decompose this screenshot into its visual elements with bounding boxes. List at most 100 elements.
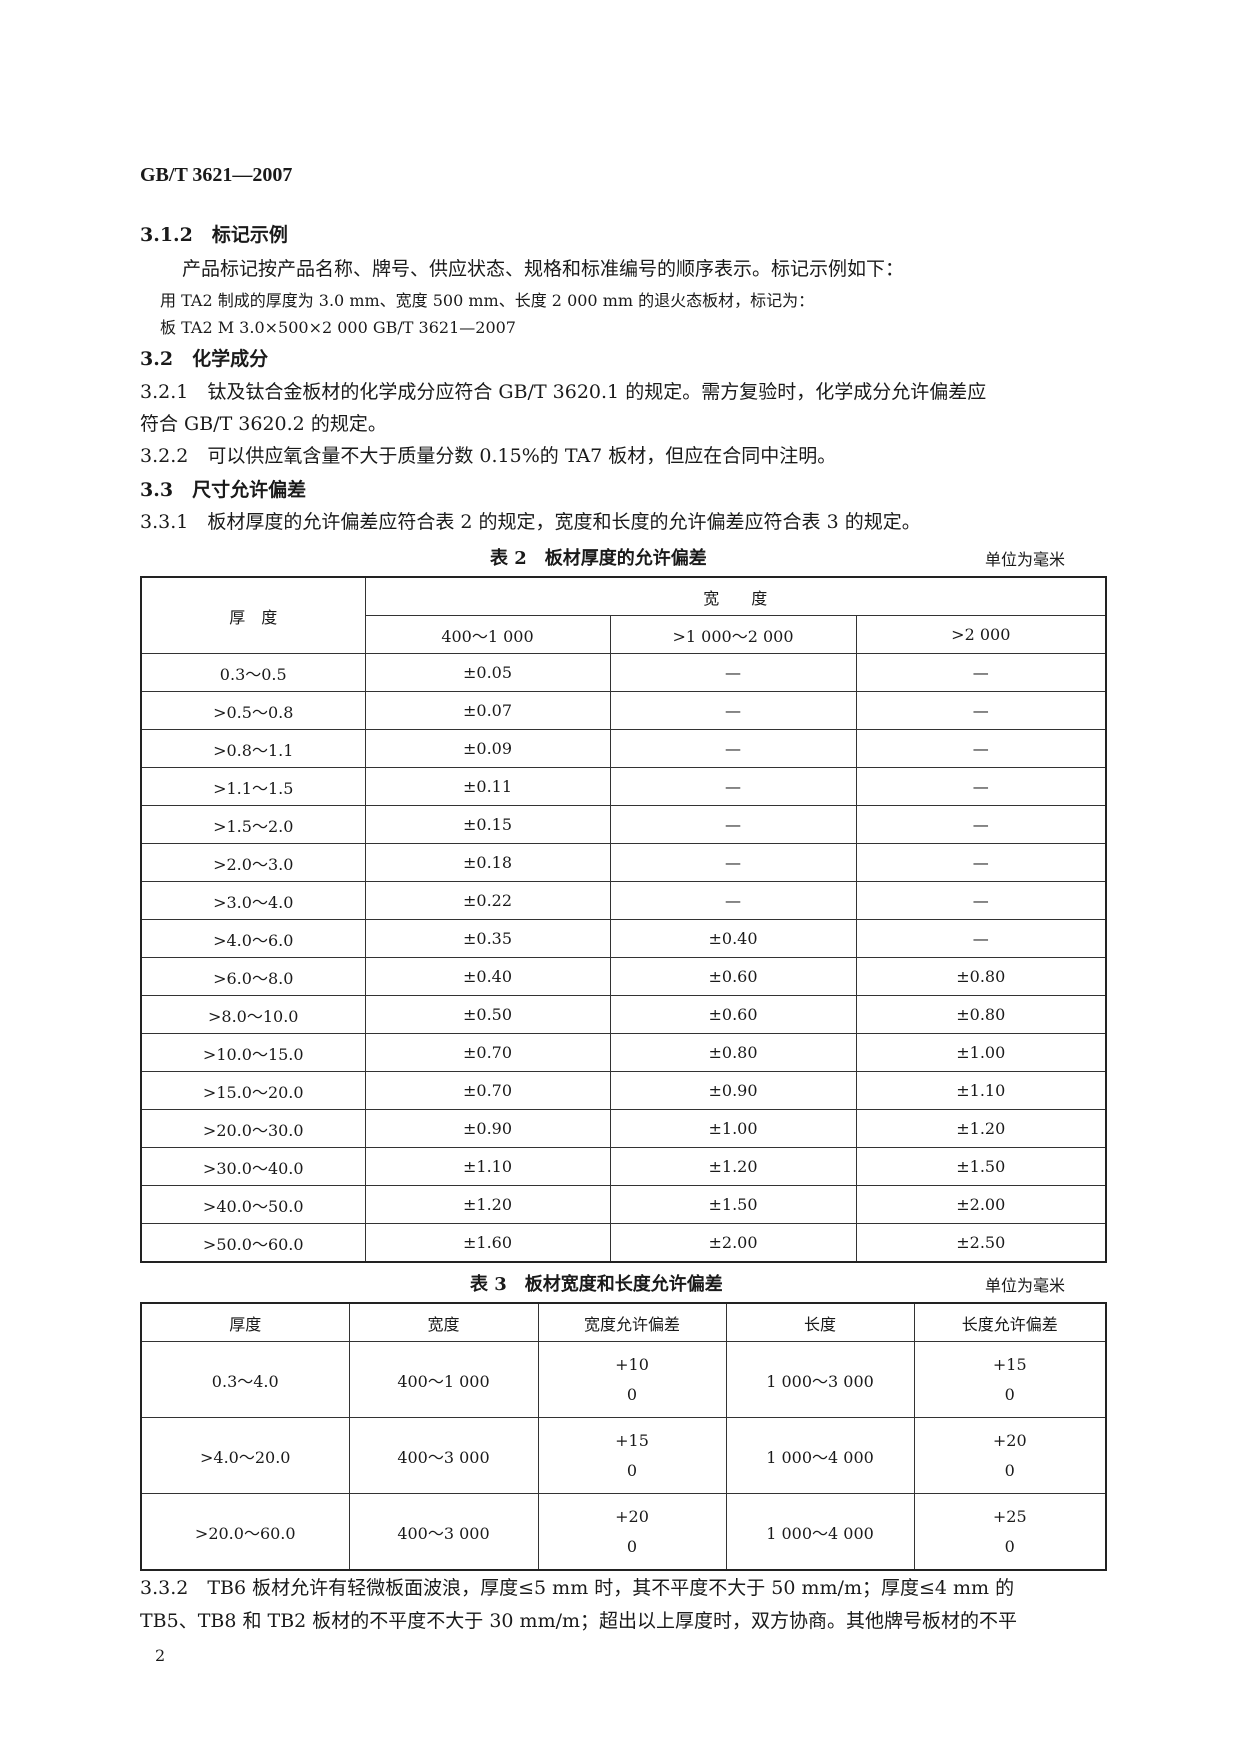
standard-code: GB/T 3621—2007 [140,164,293,186]
upper-deviation: +10 [615,1354,649,1374]
tolerance-cell: ±0.70 [364,1071,611,1110]
tolerance-cell: — [855,653,1107,692]
thickness-range-cell: >20.0～30.0 [140,1109,366,1148]
tolerance-cell: — [855,919,1107,958]
clause-3-2-2: 3.2.2 可以供应氧含量不大于质量分数 0.15%的 TA7 板材，但应在合同… [140,444,836,468]
length-tolerance-cell: +20 0 [913,1417,1107,1494]
table-row: 0.3～4.0 400～1 000 +10 0 1 000～3 000 +15 0 [140,1341,1107,1418]
tolerance-cell: ±1.00 [855,1033,1107,1072]
thickness-range-cell: >15.0～20.0 [140,1071,366,1110]
tolerance-cell: ±0.09 [364,729,611,768]
table-3-width-length-tolerance: 厚度 宽度 宽度允许偏差 长度 长度允许偏差 0.3～4.0 400～1 000 +… [140,1302,1107,1571]
thickness-range-cell: >2.0～3.0 [140,843,366,882]
upper-deviation: +25 [992,1506,1027,1526]
header-width-range: >1 000～2 000 [609,615,857,654]
header-cell: 长度 [725,1302,915,1342]
clause-3-3-2: 3.3.2 TB6 板材允许有轻微板面波浪，厚度≤5 mm 时，其不平度不大于 … [140,1576,1014,1600]
thickness-range-cell: >30.0～40.0 [140,1147,366,1186]
table-row: >4.0～20.0 400～3 000 +15 0 1 000～4 000 +20 0 [140,1417,1107,1494]
table-3-unit: 单位为毫米 [985,1276,1066,1295]
section-3-2-heading: 3.2 化学成分 [140,347,268,371]
lower-deviation: 0 [626,1536,638,1556]
tolerance-cell: — [855,729,1107,768]
tolerance-cell: ±2.00 [609,1223,857,1263]
header-cell: 厚度 [140,1302,350,1342]
tolerance-cell: ±0.80 [855,957,1107,996]
example-description: 用 TA2 制成的厚度为 3.0 mm、宽度 500 mm、长度 2 000 m… [160,291,815,310]
lower-deviation: 0 [626,1384,638,1404]
section-number: 3.3 [140,479,174,501]
width-cell: 400～3 000 [348,1417,539,1494]
thickness-range-cell: >40.0～50.0 [140,1185,366,1224]
table-row: >15.0～20.0 ±0.70 ±0.90 ±1.10 [140,1071,1107,1110]
section-title: 标记示例 [211,224,288,246]
table-row: >8.0～10.0 ±0.50 ±0.60 ±0.80 [140,995,1107,1034]
tolerance-cell: ±1.00 [609,1109,857,1148]
table-row: >30.0～40.0 ±1.10 ±1.20 ±1.50 [140,1147,1107,1186]
thickness-range-cell: >10.0～15.0 [140,1033,366,1072]
table-header-row: 厚 度 宽 度 [140,576,1107,654]
width-cell: 400～1 000 [348,1341,539,1418]
lower-deviation: 0 [1004,1460,1015,1480]
upper-deviation: +15 [615,1430,649,1450]
table-row: >50.0～60.0 ±1.60 ±2.00 ±2.50 [140,1223,1107,1263]
width-tolerance-cell: +15 0 [537,1417,727,1494]
tolerance-cell: — [609,729,857,768]
header-cell: 宽度允许偏差 [537,1302,727,1342]
thickness-range-cell: >50.0～60.0 [140,1223,366,1263]
table-3-caption: 表 3 板材宽度和长度允许偏差 [470,1274,723,1295]
clause-text: 钛及钛合金板材的化学成分应符合 GB/T 3620.1 的规定。需方复验时，化学… [207,381,987,403]
clause-text: 可以供应氧含量不大于质量分数 0.15%的 TA7 板材，但应在合同中注明。 [207,445,837,467]
example-marking: 板 TA2 M 3.0×500×2 000 GB/T 3621—2007 [160,318,516,337]
tolerance-cell: ±0.05 [364,653,611,692]
tolerance-cell: ±0.60 [609,957,857,996]
table-row: >20.0～30.0 ±0.90 ±1.00 ±1.20 [140,1109,1107,1148]
table-row: >2.0～3.0 ±0.18— — [140,843,1107,882]
header-cell: 长度允许偏差 [913,1302,1107,1342]
clause-number: 3.3.1 [140,511,189,533]
table-row: >1.5～2.0 ±0.15— — [140,805,1107,844]
page-number: 2 [155,1646,166,1665]
tolerance-cell: — [609,843,857,882]
section-number: 3.1.2 [140,224,193,246]
thickness-range-cell: >0.8～1.1 [140,729,366,768]
table-row: >10.0～15.0 ±0.70 ±0.80 ±1.00 [140,1033,1107,1072]
upper-deviation: +20 [615,1506,649,1526]
paragraph: 产品标记按产品名称、牌号、供应状态、规格和标准编号的顺序表示。标记示例如下： [182,258,905,280]
table-2-caption: 表 2 板材厚度的允许偏差 [490,548,707,569]
section-3-1-2-heading: 3.1.2 标记示例 [140,223,288,247]
thickness-range-cell: >8.0～10.0 [140,995,366,1034]
header-width-range: >2 000 [855,615,1107,654]
tolerance-cell: ±0.90 [364,1109,611,1148]
clause-text: 板材厚度的允许偏差应符合表 2 的规定，宽度和长度的允许偏差应符合表 3 的规定… [207,511,921,533]
table-header-row: 厚度 宽度 宽度允许偏差 长度 长度允许偏差 [140,1302,1107,1342]
upper-deviation: +15 [992,1354,1027,1374]
tolerance-cell: — [855,805,1107,844]
table-2-unit: 单位为毫米 [985,550,1066,569]
thickness-range-cell: >1.5～2.0 [140,805,366,844]
section-title: 化学成分 [192,348,269,370]
thickness-range-cell: >6.0～8.0 [140,957,366,996]
tolerance-cell: ±0.18 [364,843,611,882]
tolerance-cell: — [855,881,1107,920]
header-thickness: 厚 度 [140,576,366,654]
thickness-range-cell: >4.0～6.0 [140,919,366,958]
tolerance-cell: ±0.60 [609,995,857,1034]
tolerance-cell: ±1.10 [855,1071,1107,1110]
tolerance-cell: ±0.90 [609,1071,857,1110]
tolerance-cell: ±1.20 [609,1147,857,1186]
tolerance-cell: — [609,691,857,730]
tolerance-cell: ±0.50 [364,995,611,1034]
tolerance-cell: ±0.70 [364,1033,611,1072]
tolerance-cell: — [609,805,857,844]
clause-number: 3.2.1 [140,381,189,403]
tolerance-cell: ±1.10 [364,1147,611,1186]
lower-deviation: 0 [1004,1384,1015,1404]
lower-deviation: 0 [626,1460,638,1480]
tolerance-cell: ±2.50 [855,1223,1107,1263]
thickness-range-cell: 0.3～0.5 [140,653,366,692]
table-2-thickness-tolerance: 厚 度 宽 度 400～1 000 >1 000～2 000 >2 000 0.… [140,576,1108,1263]
tolerance-cell: — [855,767,1107,806]
table-row: >0.5～0.8 ±0.07— — [140,691,1107,730]
length-cell: 1 000～4 000 [725,1417,915,1494]
